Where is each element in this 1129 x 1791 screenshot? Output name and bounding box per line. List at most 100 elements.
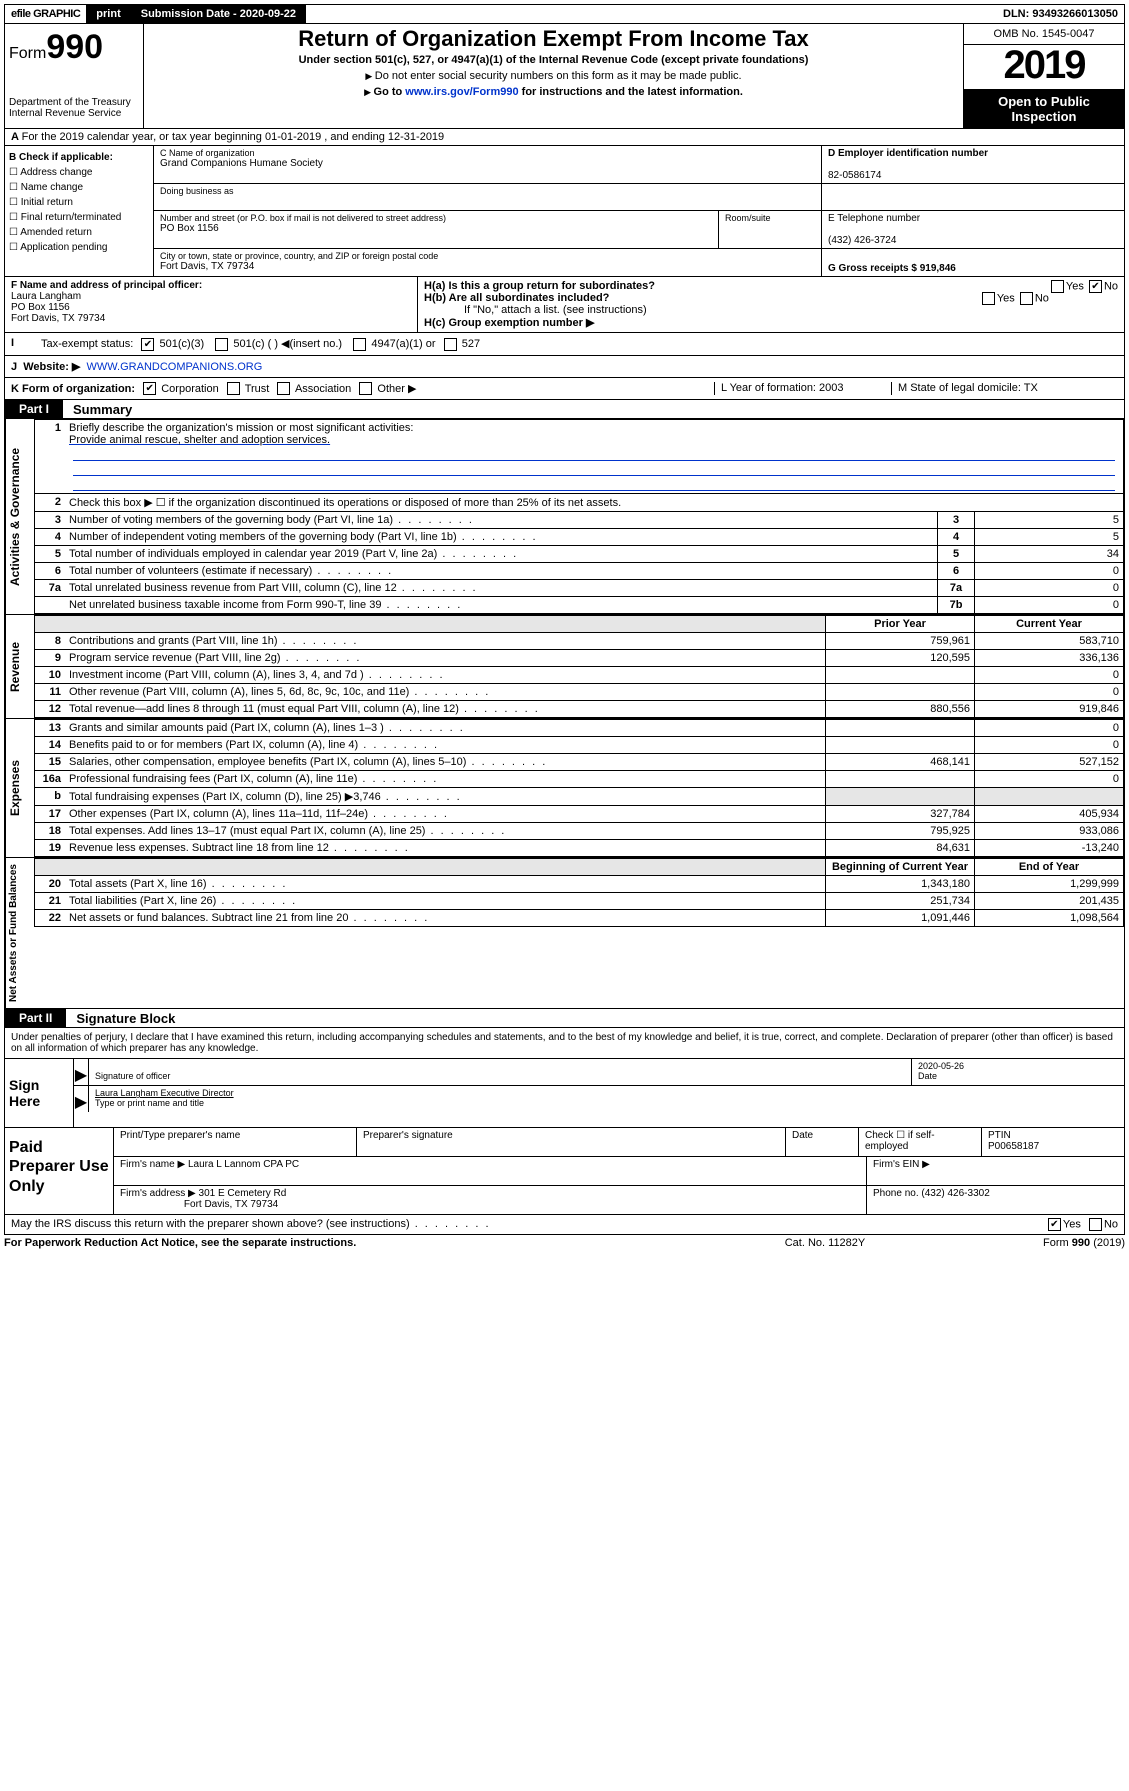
- cell-shade: [826, 788, 975, 806]
- preparer-title: Paid Preparer Use Only: [5, 1128, 114, 1214]
- section-netassets: Net Assets or Fund Balances Beginning of…: [4, 858, 1125, 1009]
- h-b2: If "No," attach a list. (see instruction…: [424, 304, 1118, 316]
- part2-tab: Part II: [5, 1009, 66, 1027]
- line-no: 21: [35, 893, 66, 910]
- vtab-governance: Activities & Governance: [5, 419, 34, 614]
- city-value: Fort Davis, TX 79734: [160, 261, 815, 272]
- curr-val: 405,934: [975, 806, 1124, 823]
- line-box: 5: [938, 546, 975, 563]
- section-expenses: Expenses 13Grants and similar amounts pa…: [4, 719, 1125, 858]
- part1-tab: Part I: [5, 400, 63, 418]
- firm-ein-lbl: Firm's EIN ▶: [867, 1157, 1124, 1185]
- col-h: H(a) Is this a group return for subordin…: [418, 277, 1124, 332]
- curr-val: 1,299,999: [975, 876, 1124, 893]
- prep-se-lbl: Check ☐ if self-employed: [859, 1128, 982, 1156]
- note-goto: Go to www.irs.gov/Form990 for instructio…: [146, 86, 961, 98]
- h-a: H(a) Is this a group return for subordin…: [424, 280, 655, 292]
- b-final: Final return/terminated: [21, 212, 122, 223]
- line-val: 5: [975, 512, 1124, 529]
- line-desc: Total fundraising expenses (Part IX, col…: [65, 788, 826, 806]
- part2-header: Part II Signature Block: [4, 1009, 1125, 1028]
- form-title: Return of Organization Exempt From Incom…: [146, 26, 961, 52]
- block-bcd: B Check if applicable: ☐ Address change …: [4, 146, 1125, 277]
- k-left: K Form of organization: Corporation Trus…: [11, 382, 714, 396]
- k-trust: Trust: [245, 383, 270, 395]
- i-527: 527: [462, 338, 480, 350]
- firm-city: Fort Davis, TX 79734: [184, 1199, 278, 1210]
- h-a-yn: Yes No: [1049, 280, 1118, 293]
- h-c: H(c) Group exemption number ▶: [424, 317, 594, 329]
- sig-officer-lbl: Signature of officer: [95, 1071, 170, 1081]
- col-cd: C Name of organization Grand Companions …: [154, 146, 1124, 276]
- room-cell: Room/suite: [718, 211, 821, 248]
- q2: Check this box ▶ ☐ if the organization d…: [65, 494, 1124, 512]
- section-revenue: Revenue Prior Year Current Year 8Contrib…: [4, 615, 1125, 719]
- i-lbl: Tax-exempt status:: [41, 338, 133, 350]
- line-desc: Professional fundraising fees (Part IX, …: [65, 771, 826, 788]
- line-no: 16a: [35, 771, 66, 788]
- col-f: F Name and address of principal officer:…: [5, 277, 418, 332]
- prep-date-lbl: Date: [786, 1128, 859, 1156]
- section-governance: Activities & Governance 1 Briefly descri…: [4, 419, 1125, 615]
- perjury-text: Under penalties of perjury, I declare th…: [4, 1028, 1125, 1058]
- curr-val: -13,240: [975, 840, 1124, 857]
- col-b: B Check if applicable: ☐ Address change …: [5, 146, 154, 276]
- prior-val: 880,556: [826, 701, 975, 718]
- org-name: Grand Companions Humane Society: [160, 158, 815, 169]
- submission-date-button[interactable]: Submission Date - 2020-09-22: [131, 5, 306, 23]
- line-val: 34: [975, 546, 1124, 563]
- print-button[interactable]: print: [86, 5, 130, 23]
- line-desc: Total assets (Part X, line 16): [65, 876, 826, 893]
- firm-phone: Phone no. (432) 426-3302: [867, 1186, 1124, 1214]
- prior-val: [826, 684, 975, 701]
- line-no: 9: [35, 650, 66, 667]
- line-no: 12: [35, 701, 66, 718]
- h-b: H(b) Are all subordinates included?: [424, 292, 609, 304]
- goto-link[interactable]: www.irs.gov/Form990: [405, 86, 518, 98]
- b-addr-change: Address change: [20, 167, 92, 178]
- ptin-lbl: PTIN: [988, 1130, 1011, 1141]
- gross-receipts: G Gross receipts $ 919,846: [828, 263, 956, 274]
- form-ref: Form 990 (2019): [925, 1237, 1125, 1249]
- curr-val: 336,136: [975, 650, 1124, 667]
- curr-val: 0: [975, 737, 1124, 754]
- officer-city: Fort Davis, TX 79734: [11, 313, 105, 324]
- line-no: 7a: [35, 580, 66, 597]
- line-no: 6: [35, 563, 66, 580]
- curr-val: 583,710: [975, 633, 1124, 650]
- website-link[interactable]: WWW.GRANDCOMPANIONS.ORG: [87, 361, 263, 373]
- paperwork-notice: For Paperwork Reduction Act Notice, see …: [4, 1237, 725, 1249]
- sig-date-lbl: Date: [918, 1071, 937, 1081]
- line-desc: Net unrelated business taxable income fr…: [65, 597, 938, 614]
- j-lbl: Website: ▶: [23, 361, 80, 373]
- col-curr: Current Year: [975, 616, 1124, 633]
- tax-exempt: Tax-exempt status: 501(c)(3) 501(c) ( ) …: [41, 337, 1118, 351]
- spacer: [306, 11, 997, 17]
- open-public-label: Open to Public Inspection: [964, 90, 1124, 128]
- h-b-yn: Yes No: [980, 292, 1049, 305]
- col-end: End of Year: [975, 859, 1124, 876]
- header-right: OMB No. 1545-0047 2019 Open to Public In…: [963, 24, 1124, 128]
- form-prefix: Form: [9, 45, 46, 62]
- prior-val: 1,091,446: [826, 910, 975, 927]
- d-tel-cell: E Telephone number (432) 426-3724: [822, 211, 1124, 248]
- b-name-change: Name change: [21, 182, 83, 193]
- irs-label: Internal Revenue Service: [9, 108, 139, 119]
- k-corp: Corporation: [161, 383, 218, 395]
- sig-arrow-icon-2: ▶: [74, 1086, 89, 1112]
- officer-name: Laura Langham: [11, 291, 81, 302]
- line-desc: Grants and similar amounts paid (Part IX…: [65, 720, 826, 737]
- year-formation: L Year of formation: 2003: [714, 382, 891, 396]
- line-box: 7a: [938, 580, 975, 597]
- line-no: b: [35, 788, 66, 806]
- c-dba-cell: Doing business as: [154, 184, 822, 210]
- i-501c3: 501(c)(3): [160, 338, 205, 350]
- line-desc: Program service revenue (Part VIII, line…: [65, 650, 826, 667]
- i-4947: 4947(a)(1) or: [371, 338, 435, 350]
- line-k: K Form of organization: Corporation Trus…: [4, 378, 1125, 401]
- sign-here-label: Sign Here: [5, 1059, 74, 1127]
- form-subtitle: Under section 501(c), 527, or 4947(a)(1)…: [146, 54, 961, 66]
- header-mid: Return of Organization Exempt From Incom…: [144, 24, 963, 128]
- paperwork-row: For Paperwork Reduction Act Notice, see …: [4, 1235, 1125, 1251]
- form-number: Form990: [9, 28, 139, 67]
